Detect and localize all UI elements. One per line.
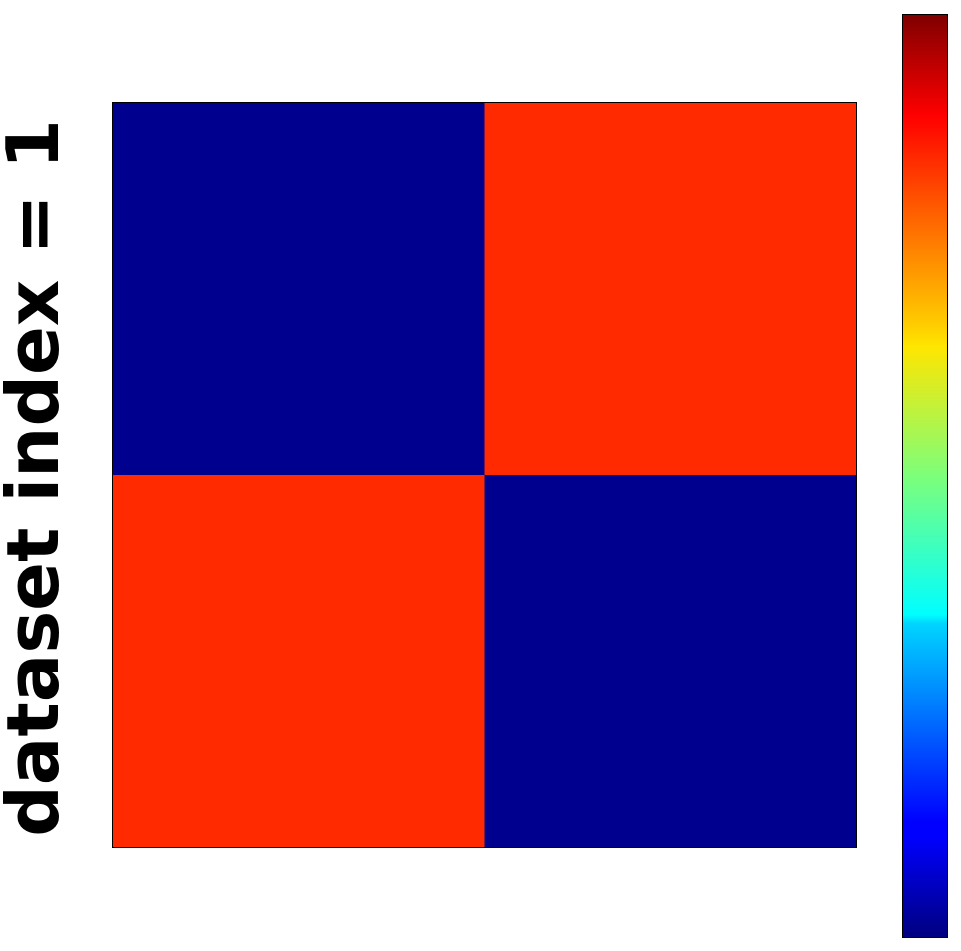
- heatmap-block-top-right: [484, 103, 856, 475]
- plot-frame: [112, 102, 857, 848]
- heatmap-cells: [113, 103, 856, 847]
- y-axis-label: dataset index = 1: [0, 119, 75, 837]
- colorbar: [902, 14, 948, 938]
- heatmap-block-bottom-left: [113, 475, 485, 847]
- heatmap-block-bottom-right: [484, 475, 856, 847]
- heatmap-block-top-left: [113, 103, 485, 475]
